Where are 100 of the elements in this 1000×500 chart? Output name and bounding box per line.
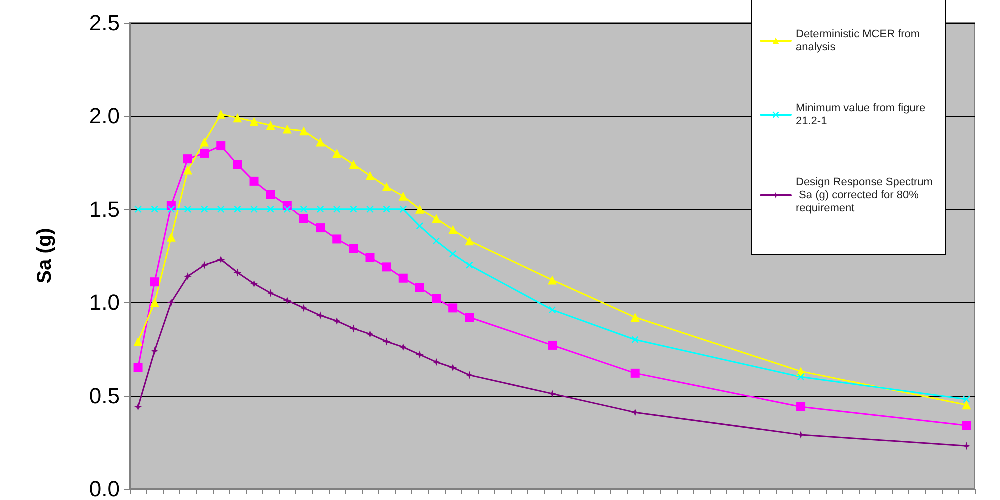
- point: [548, 340, 557, 350]
- y-tick-label: 2.0: [89, 104, 120, 129]
- point: [466, 371, 474, 380]
- point: [234, 268, 242, 277]
- point: [266, 289, 275, 298]
- point: [398, 274, 408, 283]
- point: [266, 121, 276, 130]
- point: [200, 138, 210, 147]
- point: [299, 214, 308, 224]
- point: [332, 148, 342, 158]
- point: [183, 166, 192, 175]
- point: [798, 374, 805, 381]
- point: [350, 324, 358, 333]
- point: [433, 238, 440, 245]
- point: [366, 330, 374, 338]
- point: [282, 124, 292, 134]
- point: [332, 234, 342, 244]
- point: [201, 206, 208, 213]
- point: [216, 110, 226, 119]
- point: [184, 206, 192, 213]
- point: [250, 176, 259, 186]
- point: [465, 236, 474, 246]
- point: [448, 225, 458, 234]
- point: [962, 400, 972, 410]
- point: [151, 206, 158, 213]
- y-tick-label: 0.5: [89, 383, 120, 408]
- point: [316, 138, 326, 147]
- point: [796, 402, 806, 412]
- point: [218, 206, 225, 213]
- point: [134, 402, 142, 411]
- point: [398, 192, 408, 201]
- point: [366, 171, 375, 180]
- legend-label: Deterministic MCER from analysis: [796, 28, 924, 54]
- point: [399, 343, 408, 352]
- point: [200, 148, 210, 158]
- point: [150, 347, 159, 356]
- point: [216, 142, 226, 151]
- point: [333, 317, 342, 326]
- point: [150, 298, 160, 308]
- point: [167, 298, 176, 307]
- point: [233, 114, 242, 123]
- y-tick-label: 0.0: [89, 476, 120, 500]
- point: [284, 206, 291, 213]
- point: [267, 206, 274, 213]
- point: [349, 244, 358, 254]
- point: [630, 368, 640, 378]
- point: [150, 278, 160, 287]
- point: [382, 262, 392, 272]
- point: [432, 358, 441, 366]
- point: [316, 224, 326, 233]
- point: [299, 126, 308, 136]
- point: [250, 280, 258, 288]
- point: [548, 276, 557, 285]
- point: [316, 312, 325, 320]
- point: [466, 262, 474, 269]
- point: [448, 304, 458, 313]
- point: [134, 363, 143, 372]
- point: [350, 206, 358, 213]
- point: [166, 232, 176, 242]
- point: [415, 283, 424, 292]
- y-tick-label: 1.0: [89, 290, 120, 316]
- point: [134, 337, 143, 346]
- point: [548, 390, 556, 398]
- point: [632, 336, 639, 344]
- point: [234, 206, 242, 213]
- point: [415, 204, 424, 214]
- point: [449, 364, 458, 372]
- point: [416, 222, 424, 230]
- point: [250, 206, 258, 213]
- point: [317, 206, 324, 213]
- point: [382, 338, 391, 346]
- point: [432, 214, 442, 224]
- point: [450, 250, 457, 258]
- point: [266, 190, 276, 199]
- point: [183, 154, 192, 164]
- point: [217, 256, 226, 264]
- point: [134, 206, 142, 213]
- point: [250, 117, 259, 126]
- point: [200, 261, 209, 270]
- point: [366, 206, 374, 213]
- point: [168, 206, 175, 213]
- point: [233, 160, 242, 170]
- point: [382, 182, 392, 192]
- point: [300, 304, 308, 312]
- y-axis-title: Sa (g): [34, 228, 56, 284]
- y-tick-label: 2.5: [89, 10, 120, 36]
- point: [962, 421, 972, 430]
- point: [184, 272, 192, 281]
- legend-label: Design Response Spectrum Sa (g) corrected for 80% requirement: [796, 176, 933, 214]
- point: [334, 206, 341, 213]
- point: [432, 294, 442, 304]
- point: [283, 296, 292, 305]
- point: [549, 306, 556, 314]
- point: [349, 160, 358, 170]
- point: [631, 408, 640, 417]
- legend-label: Minimum value from figure 21.2-1: [796, 102, 929, 128]
- point: [465, 313, 474, 322]
- y-tick-label: 1.5: [89, 196, 120, 222]
- point: [383, 206, 390, 213]
- point: [366, 253, 375, 262]
